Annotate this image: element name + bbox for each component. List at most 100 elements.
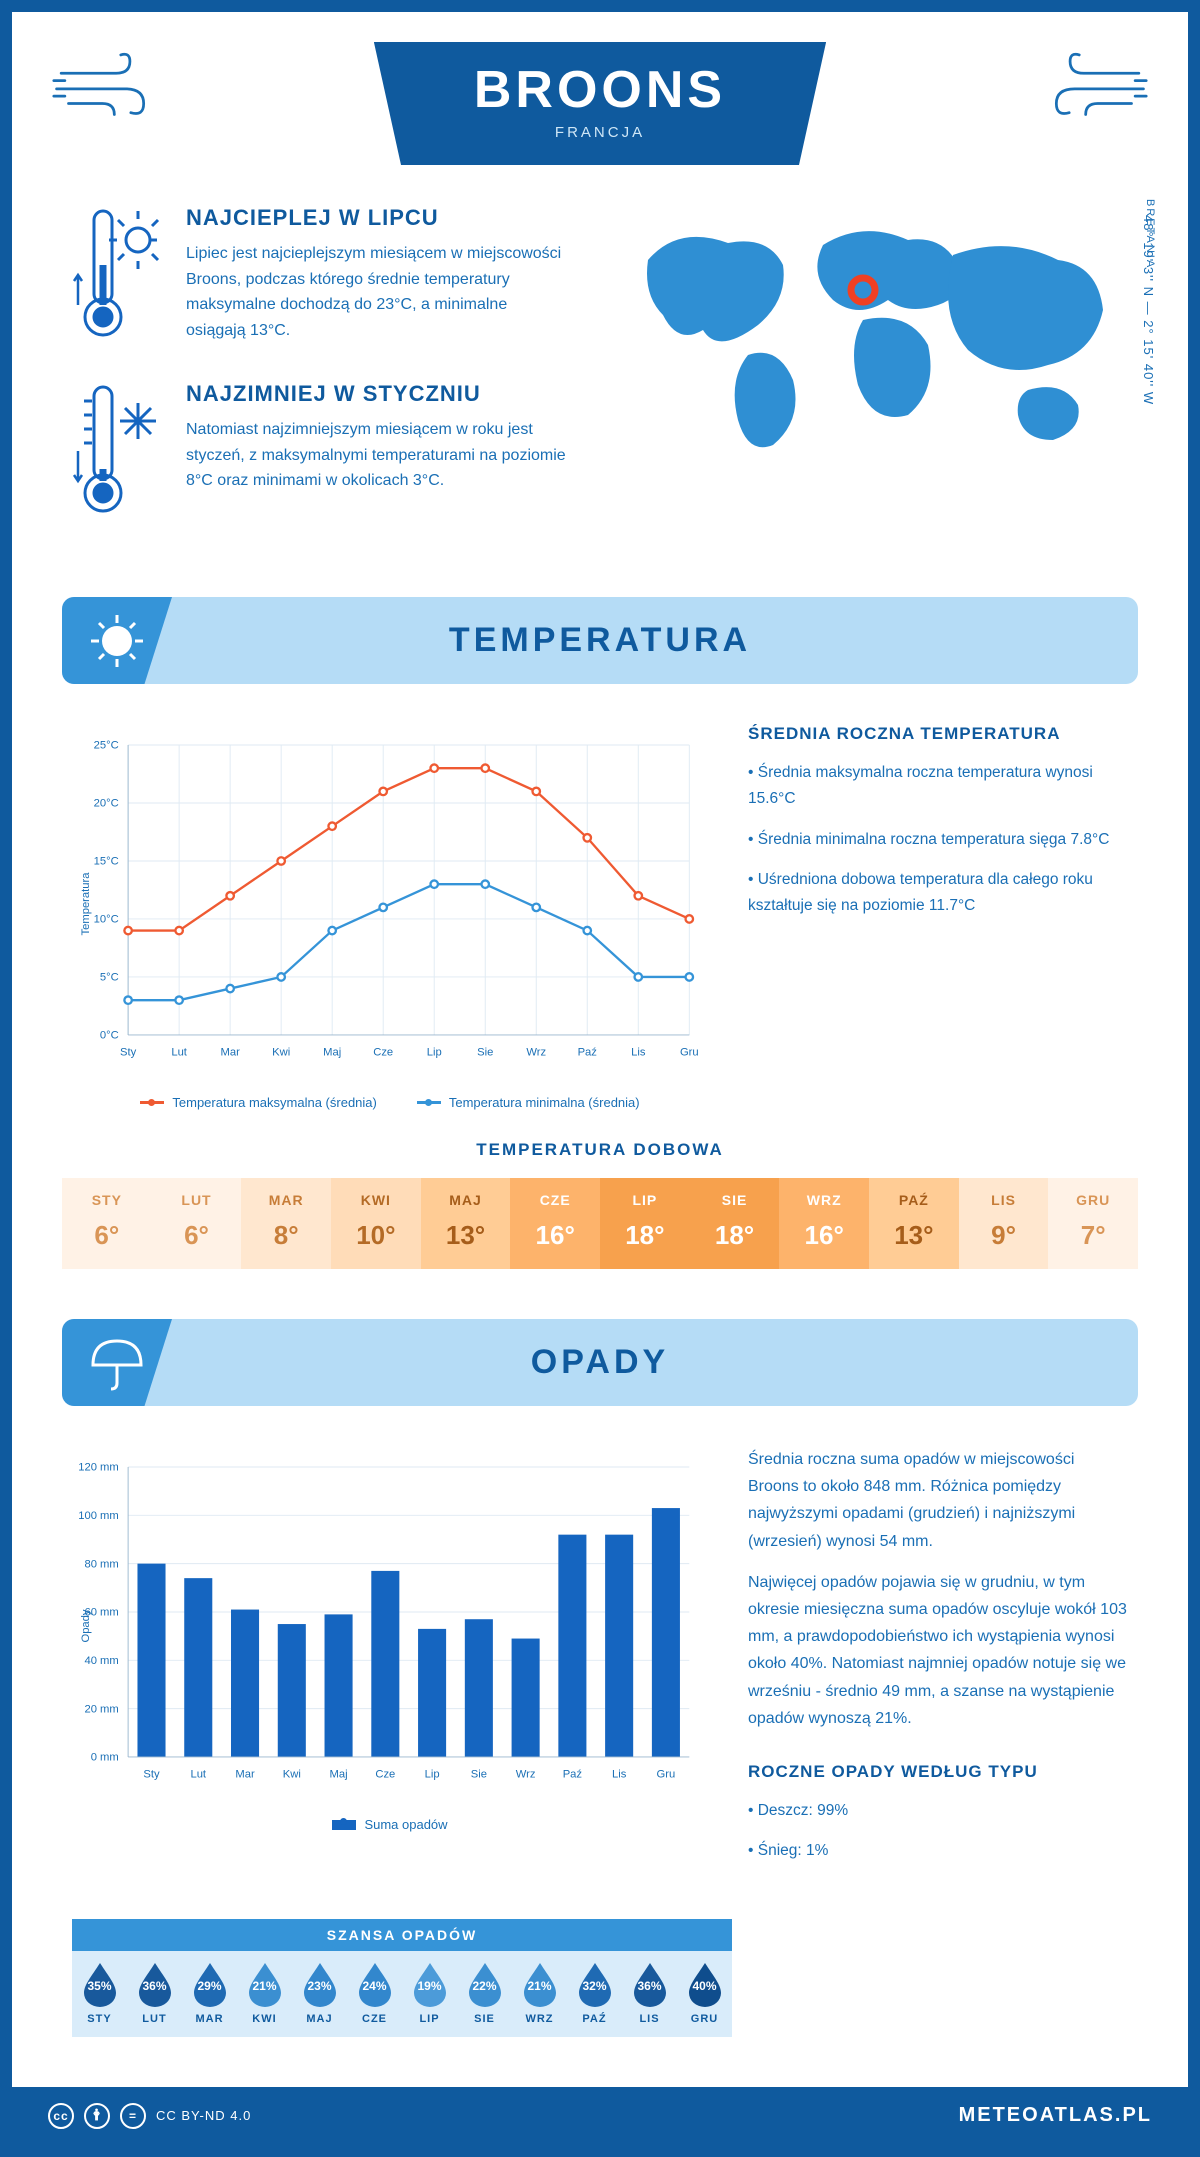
by-icon: 🛉 — [84, 2103, 110, 2129]
license-text: CC BY-ND 4.0 — [156, 2108, 251, 2123]
svg-text:Sty: Sty — [120, 1047, 137, 1059]
temp-cell: CZE16° — [510, 1178, 600, 1269]
svg-text:Kwi: Kwi — [283, 1769, 301, 1781]
temp-cell: SIE18° — [690, 1178, 780, 1269]
precip-chance-box: SZANSA OPADÓW 35%STY 36%LUT 29%MAR 21%KW… — [72, 1919, 732, 2037]
temp-cell: LUT6° — [152, 1178, 242, 1269]
svg-text:Lis: Lis — [612, 1769, 627, 1781]
temp-cell: KWI10° — [331, 1178, 421, 1269]
svg-text:Cze: Cze — [375, 1769, 395, 1781]
drop-icon: 21% — [521, 1961, 559, 2007]
svg-text:10°C: 10°C — [94, 914, 119, 926]
svg-text:5°C: 5°C — [100, 972, 119, 984]
thermometer-cold-icon — [72, 381, 162, 521]
svg-text:40 mm: 40 mm — [84, 1655, 118, 1667]
drop-icon: 24% — [356, 1961, 394, 2007]
drop-icon: 40% — [686, 1961, 724, 2007]
intro-block: NAJCIEPLEJ W LIPCU Lipiec jest najcieple… — [12, 185, 1188, 597]
footer: cc 🛉 = CC BY-ND 4.0 METEOATLAS.PL — [12, 2087, 1188, 2145]
side-bullet: Uśredniona dobowa temperatura dla całego… — [748, 867, 1128, 920]
svg-text:Paź: Paź — [578, 1047, 598, 1059]
drop-icon: 32% — [576, 1961, 614, 2007]
wind-icon — [1038, 47, 1148, 127]
drop-icon: 21% — [246, 1961, 284, 2007]
chance-cell: 21%WRZ — [512, 1951, 567, 2037]
temp-cell: LIS9° — [959, 1178, 1049, 1269]
coldest-body: Natomiast najzimniejszym miesiącem w rok… — [186, 417, 568, 494]
daily-temp-table: STY6°LUT6°MAR8°KWI10°MAJ13°CZE16°LIP18°S… — [62, 1178, 1138, 1269]
section-header-temperature: TEMPERATURA — [62, 597, 1138, 684]
svg-text:0 mm: 0 mm — [91, 1752, 119, 1764]
warmest-item: NAJCIEPLEJ W LIPCU Lipiec jest najcieple… — [72, 205, 568, 345]
chance-title: SZANSA OPADÓW — [72, 1919, 732, 1951]
side-bullet: Średnia minimalna roczna temperatura się… — [748, 827, 1128, 853]
svg-text:0°C: 0°C — [100, 1030, 119, 1042]
svg-text:20 mm: 20 mm — [84, 1703, 118, 1715]
drop-icon: 36% — [136, 1961, 174, 2007]
svg-text:Lut: Lut — [171, 1047, 187, 1059]
svg-text:Kwi: Kwi — [272, 1047, 290, 1059]
wind-icon — [52, 47, 162, 127]
svg-text:120 mm: 120 mm — [78, 1462, 119, 1474]
yearly-type-bullet: Deszcz: 99% — [748, 1798, 1128, 1824]
precip-chart: 0 mm20 mm40 mm60 mm80 mm100 mm120 mmStyL… — [72, 1446, 708, 1879]
svg-text:Lip: Lip — [427, 1047, 442, 1059]
drop-icon: 35% — [81, 1961, 119, 2007]
chance-cell: 36%LIS — [622, 1951, 677, 2037]
coldest-heading: NAJZIMNIEJ W STYCZNIU — [186, 381, 568, 407]
precip-side: Średnia roczna suma opadów w miejscowośc… — [748, 1446, 1128, 1879]
chance-cell: 40%GRU — [677, 1951, 732, 2037]
svg-text:20°C: 20°C — [94, 798, 119, 810]
chance-cell: 36%LUT — [127, 1951, 182, 2037]
chance-cell: 24%CZE — [347, 1951, 402, 2037]
umbrella-icon — [87, 1333, 147, 1393]
footer-site: METEOATLAS.PL — [959, 2104, 1152, 2127]
coldest-item: NAJZIMNIEJ W STYCZNIU Natomiast najzimni… — [72, 381, 568, 521]
svg-text:Maj: Maj — [330, 1769, 348, 1781]
svg-text:Lut: Lut — [190, 1769, 206, 1781]
map-block: BRETANIA 48° 19' 3'' N — 2° 15' 40'' W — [608, 205, 1128, 557]
temp-cell: LIP18° — [600, 1178, 690, 1269]
svg-text:Cze: Cze — [373, 1047, 393, 1059]
thermometer-hot-icon — [72, 205, 162, 345]
title-banner: BROONS FRANCJA — [374, 42, 826, 165]
svg-text:Gru: Gru — [657, 1769, 676, 1781]
temperature-chart: 0°C5°C10°C15°C20°C25°CStyLutMarKwiMajCze… — [72, 724, 708, 1110]
svg-text:Wrz: Wrz — [516, 1769, 536, 1781]
footer-license: cc 🛉 = CC BY-ND 4.0 — [48, 2103, 251, 2129]
sun-icon — [87, 611, 147, 671]
legend-max: Temperatura maksymalna (średnia) — [172, 1095, 376, 1110]
chance-cell: 35%STY — [72, 1951, 127, 2037]
svg-text:25°C: 25°C — [94, 740, 119, 752]
chance-cell: 19%LIP — [402, 1951, 457, 2037]
drop-icon: 19% — [411, 1961, 449, 2007]
side-paragraph: Średnia roczna suma opadów w miejscowośc… — [748, 1446, 1128, 1555]
world-map-icon — [608, 205, 1128, 465]
drop-icon: 23% — [301, 1961, 339, 2007]
chance-cell: 32%PAŹ — [567, 1951, 622, 2037]
side-heading: ŚREDNIA ROCZNA TEMPERATURA — [748, 724, 1128, 744]
legend-precip: Suma opadów — [364, 1817, 447, 1832]
svg-text:Sty: Sty — [143, 1769, 160, 1781]
section-title: TEMPERATURA — [62, 621, 1138, 660]
drop-icon: 29% — [191, 1961, 229, 2007]
chance-cell: 21%KWI — [237, 1951, 292, 2037]
nd-icon: = — [120, 2103, 146, 2129]
temp-cell: MAR8° — [241, 1178, 331, 1269]
temp-cell: GRU7° — [1048, 1178, 1138, 1269]
temp-cell: WRZ16° — [779, 1178, 869, 1269]
coords-label: 48° 19' 3'' N — 2° 15' 40'' W — [1141, 215, 1156, 405]
svg-text:Maj: Maj — [323, 1047, 341, 1059]
side-bullet: Średnia maksymalna roczna temperatura wy… — [748, 760, 1128, 813]
svg-text:80 mm: 80 mm — [84, 1558, 118, 1570]
svg-text:Wrz: Wrz — [526, 1047, 546, 1059]
drop-icon: 36% — [631, 1961, 669, 2007]
chance-cell: 22%SIE — [457, 1951, 512, 2037]
temp-cell: STY6° — [62, 1178, 152, 1269]
precip-legend: Suma opadów — [72, 1817, 708, 1832]
warmest-heading: NAJCIEPLEJ W LIPCU — [186, 205, 568, 231]
temp-cell: MAJ13° — [421, 1178, 511, 1269]
section-header-precip: OPADY — [62, 1319, 1138, 1406]
warmest-body: Lipiec jest najcieplejszym miesiącem w m… — [186, 241, 568, 343]
side-paragraph: Najwięcej opadów pojawia się w grudniu, … — [748, 1569, 1128, 1732]
